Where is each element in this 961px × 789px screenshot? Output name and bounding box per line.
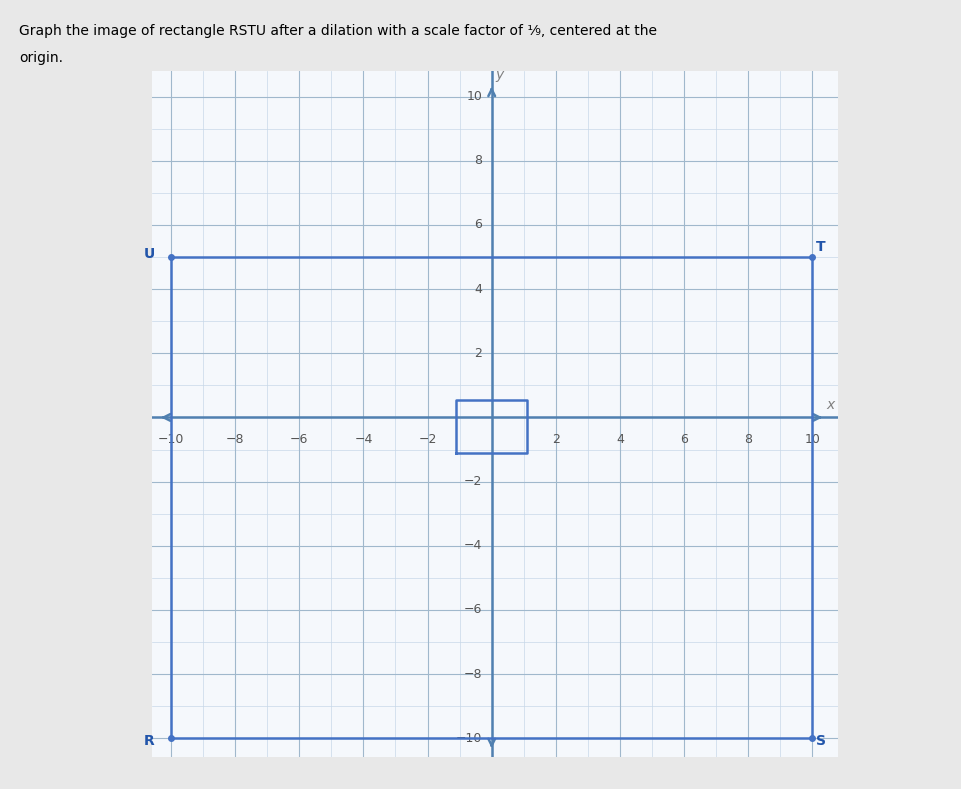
Text: −6: −6 xyxy=(290,433,308,447)
Text: 6: 6 xyxy=(680,433,688,447)
Text: x: x xyxy=(826,398,834,413)
Text: −6: −6 xyxy=(464,604,482,616)
Text: origin.: origin. xyxy=(19,51,63,65)
Text: S: S xyxy=(816,735,825,749)
Text: 10: 10 xyxy=(804,433,821,447)
Text: −8: −8 xyxy=(226,433,244,447)
Text: −2: −2 xyxy=(464,475,482,488)
Text: 10: 10 xyxy=(466,90,482,103)
Text: 4: 4 xyxy=(474,282,482,296)
Text: −2: −2 xyxy=(418,433,436,447)
Text: 2: 2 xyxy=(474,347,482,360)
Text: 6: 6 xyxy=(474,219,482,231)
Text: −10: −10 xyxy=(158,433,185,447)
Text: y: y xyxy=(496,68,504,82)
Text: 8: 8 xyxy=(474,155,482,167)
Text: −4: −4 xyxy=(355,433,373,447)
Text: 4: 4 xyxy=(616,433,624,447)
Text: 8: 8 xyxy=(745,433,752,447)
Text: −4: −4 xyxy=(464,539,482,552)
Text: −8: −8 xyxy=(463,667,482,681)
Text: 2: 2 xyxy=(552,433,560,447)
Text: R: R xyxy=(144,735,155,749)
Text: U: U xyxy=(143,247,155,261)
Text: T: T xyxy=(816,240,825,254)
Text: −10: −10 xyxy=(456,731,482,745)
Text: Graph the image of rectangle RSTU after a dilation with a scale factor of ¹⁄₉, c: Graph the image of rectangle RSTU after … xyxy=(19,24,657,38)
